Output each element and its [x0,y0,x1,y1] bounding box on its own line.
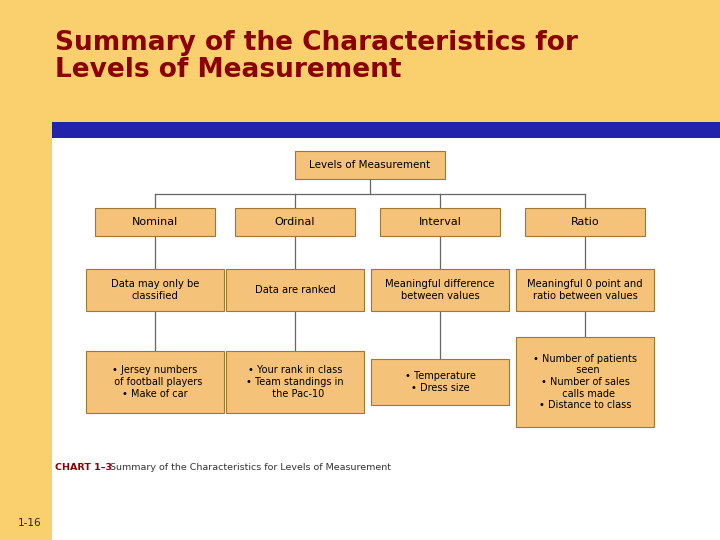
Text: Ordinal: Ordinal [275,217,315,227]
FancyBboxPatch shape [295,151,445,179]
FancyBboxPatch shape [86,351,224,413]
Text: • Your rank in class
• Team standings in
  the Pac-10: • Your rank in class • Team standings in… [246,366,344,399]
Text: CHART 1–3: CHART 1–3 [55,463,112,472]
Text: Interval: Interval [418,217,462,227]
Text: Ratio: Ratio [571,217,599,227]
Text: Meaningful difference
between values: Meaningful difference between values [385,279,495,301]
Text: • Temperature
• Dress size: • Temperature • Dress size [405,371,475,393]
Text: Levels of Measurement: Levels of Measurement [55,57,402,83]
FancyBboxPatch shape [371,359,509,405]
FancyBboxPatch shape [226,269,364,311]
Text: Levels of Measurement: Levels of Measurement [310,160,431,170]
FancyBboxPatch shape [371,269,509,311]
Text: Nominal: Nominal [132,217,178,227]
Text: • Jersey numbers
  of football players
• Make of car: • Jersey numbers of football players • M… [108,366,202,399]
Text: • Number of patients
  seen
• Number of sales
  calls made
• Distance to class: • Number of patients seen • Number of sa… [533,354,637,410]
FancyBboxPatch shape [86,269,224,311]
FancyBboxPatch shape [525,208,645,236]
Text: Data are ranked: Data are ranked [255,285,336,295]
Text: Data may only be
classified: Data may only be classified [111,279,199,301]
Text: Meaningful 0 point and
ratio between values: Meaningful 0 point and ratio between val… [527,279,643,301]
FancyBboxPatch shape [95,208,215,236]
FancyBboxPatch shape [226,351,364,413]
FancyBboxPatch shape [380,208,500,236]
Text: 1-16: 1-16 [18,518,42,528]
Text: Summary of the Characteristics for Levels of Measurement: Summary of the Characteristics for Level… [107,463,391,472]
FancyBboxPatch shape [235,208,355,236]
FancyBboxPatch shape [516,337,654,427]
FancyBboxPatch shape [516,269,654,311]
Text: Summary of the Characteristics for: Summary of the Characteristics for [55,30,578,56]
